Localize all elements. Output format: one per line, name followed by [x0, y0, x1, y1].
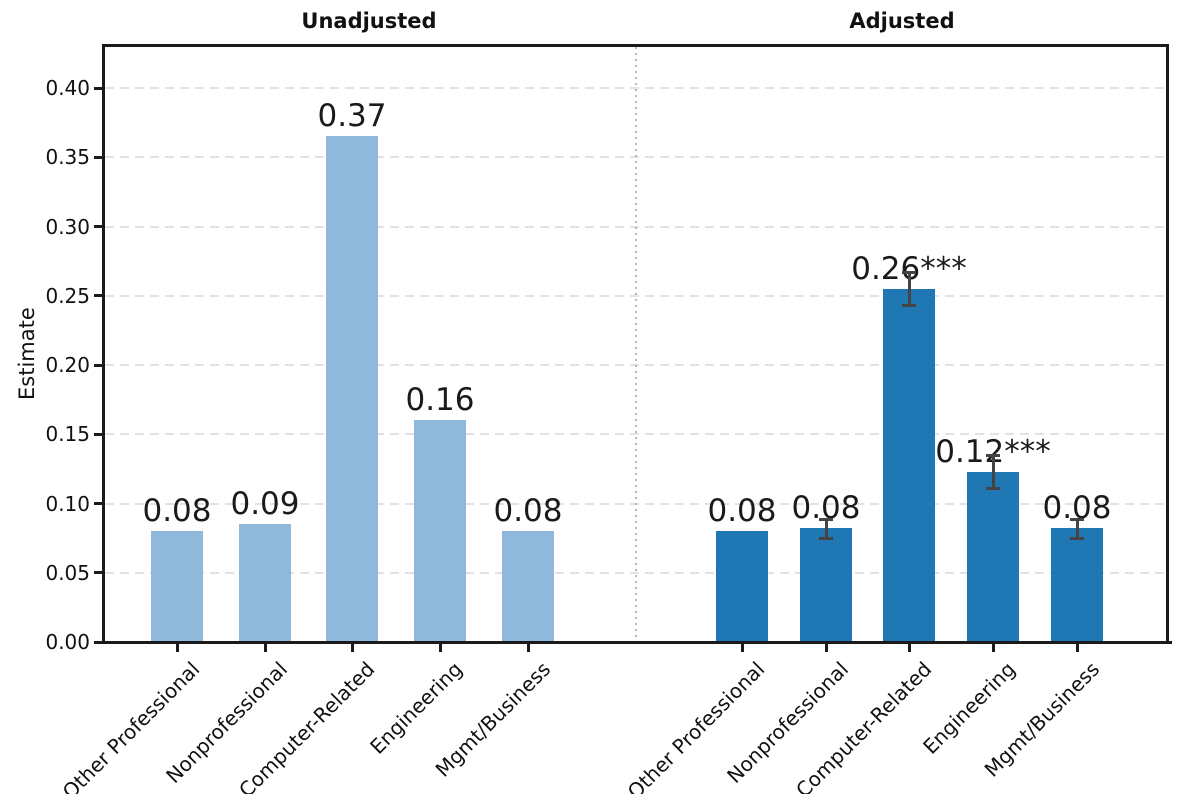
- x-tick: [991, 644, 995, 652]
- y-tick-label: 0.30: [45, 214, 90, 239]
- y-tick: [94, 640, 102, 644]
- y-tick-label: 0.10: [45, 491, 90, 516]
- y-tick: [94, 432, 102, 436]
- bar-value-label: 0.08: [707, 493, 777, 530]
- x-tick: [526, 644, 530, 652]
- bar-value-label: 0.08: [142, 493, 212, 530]
- y-tick: [94, 225, 102, 228]
- axis-spine-left: [102, 44, 105, 644]
- bar-value-label: 0.09: [230, 486, 300, 523]
- bar: [967, 471, 1019, 642]
- panel-title-unadjusted: Unadjusted: [301, 9, 437, 33]
- error-bar: [991, 455, 995, 489]
- error-bar: [907, 272, 911, 306]
- y-tick-label: 0.40: [45, 76, 90, 100]
- y-tick-label: 0.00: [45, 630, 90, 654]
- x-tick: [350, 644, 354, 652]
- bar: [502, 531, 554, 642]
- y-tick: [94, 502, 102, 505]
- x-tick: [907, 644, 911, 652]
- error-bar-cap-bottom: [902, 304, 916, 308]
- x-tick: [740, 644, 744, 652]
- panel-title-adjusted: Adjusted: [849, 9, 955, 33]
- error-bar-cap-bottom: [986, 487, 1000, 491]
- axis-spine-right: [1166, 44, 1169, 644]
- y-tick-label: 0.25: [45, 283, 90, 308]
- error-bar-cap-top: [819, 517, 833, 521]
- bar: [883, 288, 935, 642]
- x-tick: [438, 644, 442, 652]
- y-tick: [94, 294, 102, 298]
- axis-spine-top: [102, 44, 1169, 47]
- y-tick-label: 0.20: [45, 353, 90, 377]
- bar-value-label: 0.16: [405, 382, 475, 419]
- bar: [414, 420, 466, 642]
- error-bar: [824, 518, 828, 539]
- x-tick: [263, 644, 267, 652]
- y-tick: [94, 571, 102, 575]
- x-tick: [824, 644, 828, 652]
- x-tick-label: Computer-Related: [790, 657, 936, 794]
- y-tick-label: 0.05: [45, 560, 90, 585]
- y-tick-label: 0.15: [45, 422, 90, 447]
- bar-value-label: 0.37: [317, 98, 387, 135]
- error-bar-cap-top: [986, 454, 1000, 458]
- y-tick: [94, 363, 102, 367]
- bar: [326, 136, 378, 642]
- y-tick: [94, 86, 102, 90]
- bar: [151, 531, 203, 642]
- error-bar-cap-top: [902, 271, 916, 275]
- error-bar-cap-bottom: [1070, 537, 1084, 541]
- bar-value-label: 0.08: [493, 493, 563, 530]
- error-bar: [1075, 518, 1079, 539]
- y-tick-label: 0.35: [45, 145, 90, 170]
- bar: [716, 531, 768, 642]
- bar: [800, 528, 852, 642]
- x-tick: [175, 644, 179, 652]
- axis-spine-bottom: [95, 641, 1172, 644]
- panel-divider: [635, 47, 637, 643]
- y-tick: [94, 155, 102, 159]
- bar: [1051, 528, 1103, 642]
- bar: [239, 524, 291, 642]
- x-tick: [1075, 644, 1079, 652]
- error-bar-cap-bottom: [819, 537, 833, 541]
- error-bar-cap-top: [1070, 517, 1084, 521]
